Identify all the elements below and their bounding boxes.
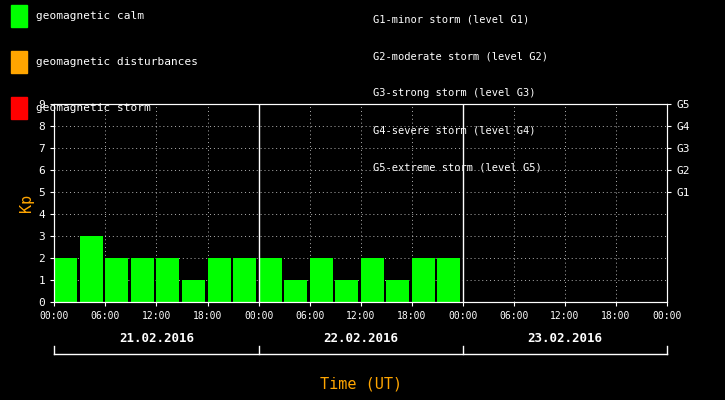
Bar (54, 258, 78, 302)
Bar (131, 258, 154, 302)
Bar (437, 258, 460, 302)
Text: G2-moderate storm (level G2): G2-moderate storm (level G2) (373, 51, 548, 61)
Bar (412, 258, 435, 302)
Text: 23.02.2016: 23.02.2016 (527, 332, 602, 344)
Bar (207, 258, 231, 302)
Text: G1-minor storm (level G1): G1-minor storm (level G1) (373, 14, 530, 24)
Y-axis label: Kp: Kp (20, 194, 34, 212)
Bar (259, 258, 281, 302)
Bar (157, 258, 180, 302)
Text: 21.02.2016: 21.02.2016 (119, 332, 194, 344)
Text: geomagnetic disturbances: geomagnetic disturbances (36, 57, 197, 67)
Text: G3-strong storm (level G3): G3-strong storm (level G3) (373, 88, 536, 98)
Bar (284, 280, 307, 302)
Text: geomagnetic storm: geomagnetic storm (36, 103, 150, 113)
Bar (80, 236, 103, 302)
Bar (360, 258, 384, 302)
Bar (335, 280, 358, 302)
Text: Time (UT): Time (UT) (320, 376, 402, 392)
Bar (105, 258, 128, 302)
Bar (182, 280, 205, 302)
Text: geomagnetic calm: geomagnetic calm (36, 11, 144, 21)
Bar (233, 258, 256, 302)
Text: G5-extreme storm (level G5): G5-extreme storm (level G5) (373, 163, 542, 173)
Bar (386, 280, 409, 302)
Text: 22.02.2016: 22.02.2016 (323, 332, 398, 344)
Text: G4-severe storm (level G4): G4-severe storm (level G4) (373, 126, 536, 136)
Bar (310, 258, 333, 302)
